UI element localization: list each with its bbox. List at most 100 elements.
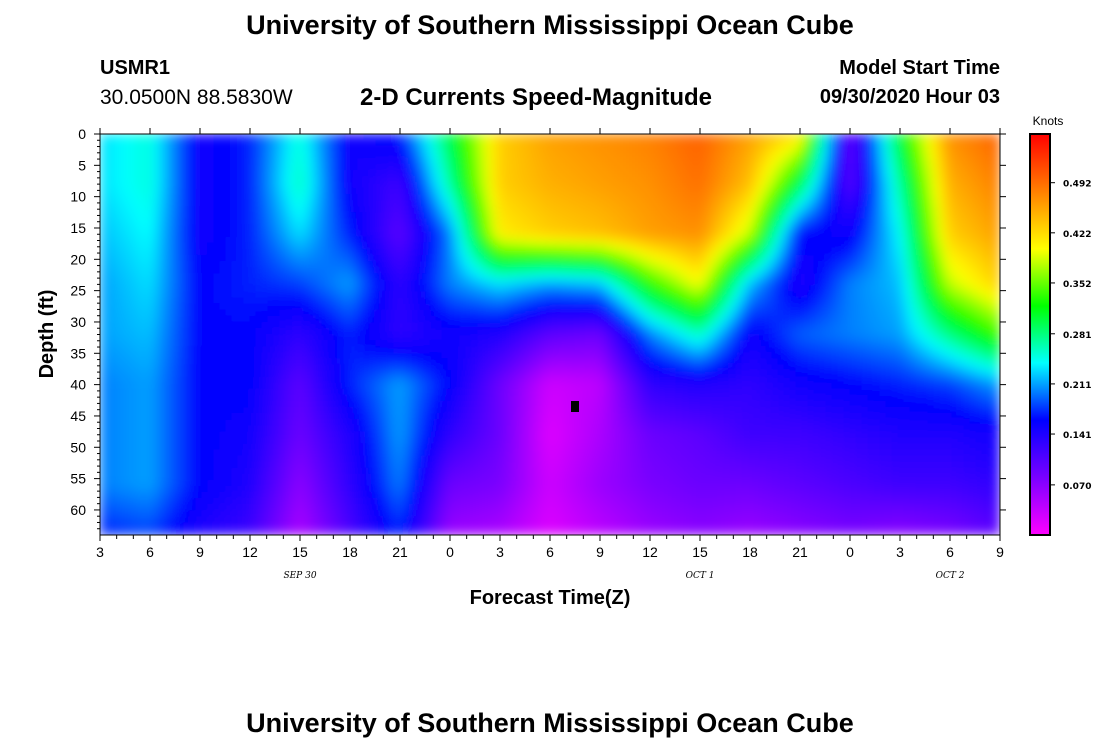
heatmap-cell	[123, 248, 131, 257]
heatmap-cell	[255, 327, 263, 335]
heatmap-cell	[699, 169, 707, 178]
heatmap-cell	[333, 309, 341, 317]
heatmap-cell	[189, 303, 197, 311]
heatmap-cell	[387, 230, 395, 238]
heatmap-cell	[945, 242, 953, 250]
heatmap-cell	[945, 224, 953, 232]
heatmap-cell	[993, 169, 1000, 178]
heatmap-cell	[543, 236, 551, 244]
heatmap-cell	[795, 255, 803, 263]
heatmap-cell	[519, 145, 527, 153]
heatmap-cell	[675, 169, 683, 178]
heatmap-cell	[627, 169, 635, 178]
heatmap-cell	[231, 194, 239, 202]
heatmap-cell	[459, 261, 467, 269]
heatmap-cell	[201, 297, 209, 305]
heatmap-cell	[333, 248, 341, 257]
heatmap-cell	[771, 194, 779, 202]
heatmap-cell	[243, 321, 251, 329]
heatmap-cell	[843, 255, 851, 263]
heatmap-cell	[105, 169, 113, 178]
heatmap-cell	[507, 145, 515, 153]
heatmap-cell	[447, 327, 455, 335]
heatmap-cell	[633, 194, 641, 202]
heatmap-cell	[435, 176, 443, 184]
heatmap-cell	[357, 139, 365, 147]
heatmap-cell	[825, 273, 833, 281]
heatmap-cell	[141, 327, 149, 335]
heatmap-cell	[699, 242, 707, 250]
heatmap-cell	[675, 157, 683, 165]
heatmap-cell	[303, 309, 311, 317]
heatmap-cell	[249, 267, 257, 275]
heatmap-cell	[100, 169, 107, 178]
heatmap-cell	[681, 230, 689, 238]
heatmap-cell	[147, 230, 155, 238]
heatmap-cell	[699, 188, 707, 196]
heatmap-cell	[111, 261, 119, 269]
heatmap-cell	[207, 273, 215, 281]
heatmap-cell	[813, 273, 821, 281]
heatmap-cell	[627, 176, 635, 184]
heatmap-cell	[777, 176, 785, 184]
heatmap-cell	[381, 188, 389, 196]
heatmap-cell	[543, 327, 551, 335]
heatmap-cell	[357, 194, 365, 202]
heatmap-cell	[915, 200, 923, 208]
heatmap-cell	[543, 291, 551, 299]
heatmap-cell	[129, 230, 137, 238]
heatmap-cell	[801, 212, 809, 220]
heatmap-cell	[699, 267, 707, 275]
heatmap-cell	[159, 267, 167, 275]
heatmap-cell	[375, 206, 383, 214]
heatmap-cell	[831, 285, 839, 293]
heatmap-cell	[183, 224, 191, 232]
heatmap-cell	[405, 261, 413, 269]
heatmap-cell	[765, 303, 773, 311]
heatmap-cell	[381, 176, 389, 184]
heatmap-cell	[609, 321, 617, 329]
heatmap-cell	[741, 182, 749, 190]
heatmap-cell	[513, 285, 521, 293]
heatmap-cell	[537, 242, 545, 250]
heatmap-cell	[513, 297, 521, 305]
heatmap-cell	[693, 206, 701, 214]
heatmap-cell	[825, 236, 833, 244]
heatmap-cell	[747, 321, 755, 329]
heatmap-cell	[459, 285, 467, 293]
heatmap-cell	[111, 255, 119, 263]
heatmap-cell	[807, 236, 815, 244]
heatmap-cell	[693, 230, 701, 238]
heatmap-cell	[801, 267, 809, 275]
heatmap-cell	[675, 182, 683, 190]
heatmap-cell	[579, 182, 587, 190]
heatmap-cell	[849, 218, 857, 226]
heatmap-cell	[159, 212, 167, 220]
heatmap-cell	[339, 273, 347, 281]
heatmap-cell	[753, 261, 761, 269]
heatmap-cell	[723, 218, 731, 226]
heatmap-cell	[789, 230, 797, 238]
heatmap-cell	[297, 194, 305, 202]
heatmap-cell	[459, 134, 467, 141]
heatmap-cell	[723, 309, 731, 317]
heatmap-cell	[333, 188, 341, 196]
heatmap-cell	[411, 188, 419, 196]
heatmap-cell	[783, 267, 791, 275]
heatmap-cell	[477, 200, 485, 208]
heatmap-cell	[867, 206, 875, 214]
heatmap-cell	[447, 303, 455, 311]
heatmap-cell	[483, 176, 491, 184]
heatmap-cell	[957, 321, 965, 329]
heatmap-cell	[129, 157, 137, 165]
heatmap-cell	[297, 145, 305, 153]
heatmap-cell	[741, 163, 749, 171]
heatmap-cell	[249, 285, 257, 293]
heatmap-cell	[321, 218, 329, 226]
heatmap-cell	[123, 176, 131, 184]
heatmap-cell	[669, 236, 677, 244]
heatmap-cell	[699, 291, 707, 299]
heatmap-cell	[789, 200, 797, 208]
heatmap-cell	[723, 145, 731, 153]
heatmap-cell	[363, 285, 371, 293]
